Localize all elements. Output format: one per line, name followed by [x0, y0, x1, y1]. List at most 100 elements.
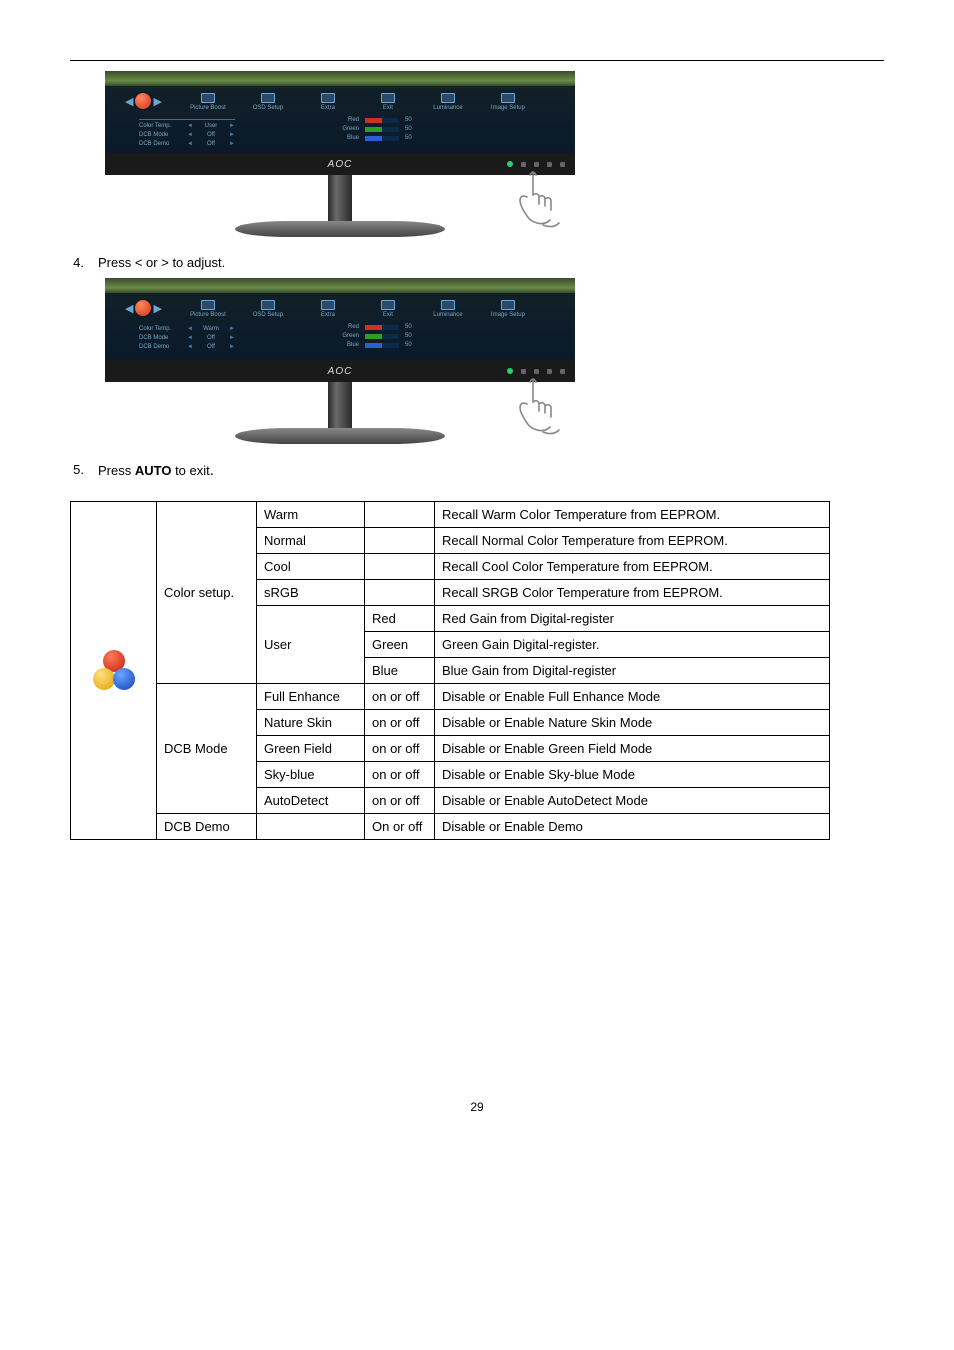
osd-settings: Color Temp.◄User► DCB Mode◄Off► DCB Demo… — [139, 119, 235, 147]
osd-nav: ◀ ▶ — [125, 300, 162, 316]
osd-item-label: Exit — [383, 312, 393, 318]
osd-rgb: Red50 Green 50 Blue 50 — [335, 324, 417, 348]
monitor-stand — [105, 175, 575, 245]
osd-item-label: OSD Setup — [253, 105, 283, 111]
pointing-hand-icon — [513, 167, 561, 240]
osd-item-label: OSD Setup — [253, 312, 283, 318]
osd-menu-row: ◀ ▶ Picture Boost OSD Setup Extra Exit L… — [125, 93, 567, 111]
chevron-right-icon: ▶ — [153, 95, 161, 108]
osd-setting-label: Color Temp. — [139, 326, 181, 332]
group-label: Color setup. — [157, 502, 257, 684]
osd-rgb-label: Green — [335, 333, 359, 339]
option-name: Normal — [257, 528, 365, 554]
osd-rgb-value: 50 — [405, 342, 417, 348]
monitor-figure-2: ◀ ▶ Picture Boost OSD Setup Extra Exit L… — [105, 278, 575, 452]
osd-screen: ◀ ▶ Picture Boost OSD Setup Extra Exit L… — [105, 71, 575, 153]
luminance-icon — [441, 93, 455, 103]
triangle-left-icon: ◄ — [187, 123, 193, 129]
osd-rgb-row: Blue 50 — [335, 342, 417, 348]
osd-rgb-value: 50 — [405, 126, 417, 132]
osd-setup-icon — [261, 300, 275, 310]
exit-icon — [381, 93, 395, 103]
triangle-left-icon: ◄ — [187, 141, 193, 147]
option-name — [257, 814, 365, 840]
table-icon-cell — [71, 502, 157, 840]
osd-rgb-label: Blue — [335, 342, 359, 348]
monitor-bezel: AOC — [105, 360, 575, 382]
osd-setting-value: Off — [199, 132, 223, 138]
instruction-step-5: 5. Press AUTO to exit. — [70, 462, 884, 479]
osd-item-label: Picture Boost — [190, 105, 226, 111]
option-value: On or off — [365, 814, 435, 840]
option-desc: Recall Cool Color Temperature from EEPRO… — [435, 554, 830, 580]
extra-icon — [321, 300, 335, 310]
osd-rgb-label: Blue — [335, 135, 359, 141]
osd-setting-label: Color Temp. — [139, 123, 181, 129]
option-value: Red — [365, 606, 435, 632]
luminance-icon — [441, 300, 455, 310]
osd-item: Extra — [308, 93, 348, 111]
osd-rgb-label: Red — [335, 324, 359, 330]
extra-icon — [321, 93, 335, 103]
picture-boost-icon — [201, 300, 215, 310]
osd-setup-icon — [261, 93, 275, 103]
instruction-step-4: 4. Press < or > to adjust. — [70, 255, 884, 270]
osd-item-label: Picture Boost — [190, 312, 226, 318]
bezel-button[interactable] — [547, 162, 552, 167]
bezel-button[interactable] — [521, 369, 526, 374]
osd-item-label: Luminance — [433, 312, 462, 318]
osd-setting-label: DCB Demo — [139, 141, 181, 147]
osd-rgb-value: 50 — [405, 117, 417, 123]
bezel-button[interactable] — [560, 162, 565, 167]
option-desc: Recall Normal Color Temperature from EEP… — [435, 528, 830, 554]
option-name: Warm — [257, 502, 365, 528]
option-desc: Disable or Enable Sky-blue Mode — [435, 762, 830, 788]
osd-setting-value: User — [199, 123, 223, 129]
page-top-rule — [70, 60, 884, 61]
osd-setting-value: Off — [199, 344, 223, 350]
osd-item: Exit — [368, 93, 408, 111]
osd-rgb-value: 50 — [405, 333, 417, 339]
osd-setting-value: Off — [199, 335, 223, 341]
osd-rgb-row: Red50 — [335, 324, 417, 330]
bezel-button[interactable] — [534, 162, 539, 167]
option-desc: Red Gain from Digital-register — [435, 606, 830, 632]
option-value: on or off — [365, 788, 435, 814]
osd-nav: ◀ ▶ — [125, 93, 162, 109]
group-label: DCB Demo — [157, 814, 257, 840]
osd-rgb-row: Blue50 — [335, 135, 417, 141]
step-number: 4. — [70, 255, 84, 270]
option-desc: Disable or Enable Green Field Mode — [435, 736, 830, 762]
bezel-button[interactable] — [534, 369, 539, 374]
table-row: Color setup. Warm Recall Warm Color Temp… — [71, 502, 830, 528]
option-value: on or off — [365, 762, 435, 788]
step-text: Press AUTO to exit. — [98, 462, 214, 479]
option-desc: Recall Warm Color Temperature from EEPRO… — [435, 502, 830, 528]
option-name: User — [257, 606, 365, 684]
osd-item-label: Extra — [321, 105, 335, 111]
osd-setting-row: Color Temp.◄User► — [139, 123, 235, 129]
option-value: on or off — [365, 736, 435, 762]
osd-item: Luminance — [428, 300, 468, 318]
bezel-button[interactable] — [547, 369, 552, 374]
option-desc: Disable or Enable Demo — [435, 814, 830, 840]
triangle-right-icon: ► — [229, 344, 235, 350]
chevron-right-icon: ▶ — [153, 302, 161, 315]
bezel-button[interactable] — [560, 369, 565, 374]
option-value: on or off — [365, 710, 435, 736]
bezel-button[interactable] — [521, 162, 526, 167]
chevron-left-icon: ◀ — [125, 95, 133, 108]
color-temp-icon — [135, 300, 151, 316]
osd-item: Image Setup — [488, 93, 528, 111]
slider-blue — [365, 343, 399, 348]
slider-red — [365, 325, 399, 330]
option-name: AutoDetect — [257, 788, 365, 814]
page-number: 29 — [70, 1100, 884, 1114]
option-name: sRGB — [257, 580, 365, 606]
osd-screen: ◀ ▶ Picture Boost OSD Setup Extra Exit L… — [105, 278, 575, 360]
monitor-bezel: AOC — [105, 153, 575, 175]
osd-item: Image Setup — [488, 300, 528, 318]
osd-setting-row: Color Temp.◄Warm► — [139, 326, 235, 332]
osd-item-label: Exit — [383, 105, 393, 111]
osd-setting-row: DCB Mode◄Off► — [139, 132, 235, 138]
